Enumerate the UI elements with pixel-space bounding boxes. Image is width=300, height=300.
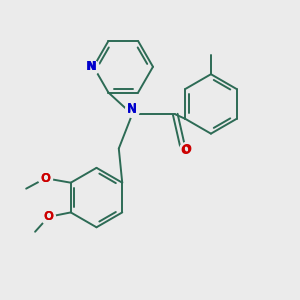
Text: O: O — [181, 143, 191, 157]
Text: N: N — [127, 103, 137, 116]
Text: O: O — [40, 172, 50, 185]
Text: N: N — [127, 103, 137, 116]
Text: O: O — [181, 143, 191, 156]
Text: O: O — [44, 210, 53, 224]
Text: N: N — [87, 60, 97, 73]
Text: N: N — [85, 60, 96, 73]
Text: O: O — [44, 210, 53, 224]
Text: O: O — [40, 172, 50, 185]
